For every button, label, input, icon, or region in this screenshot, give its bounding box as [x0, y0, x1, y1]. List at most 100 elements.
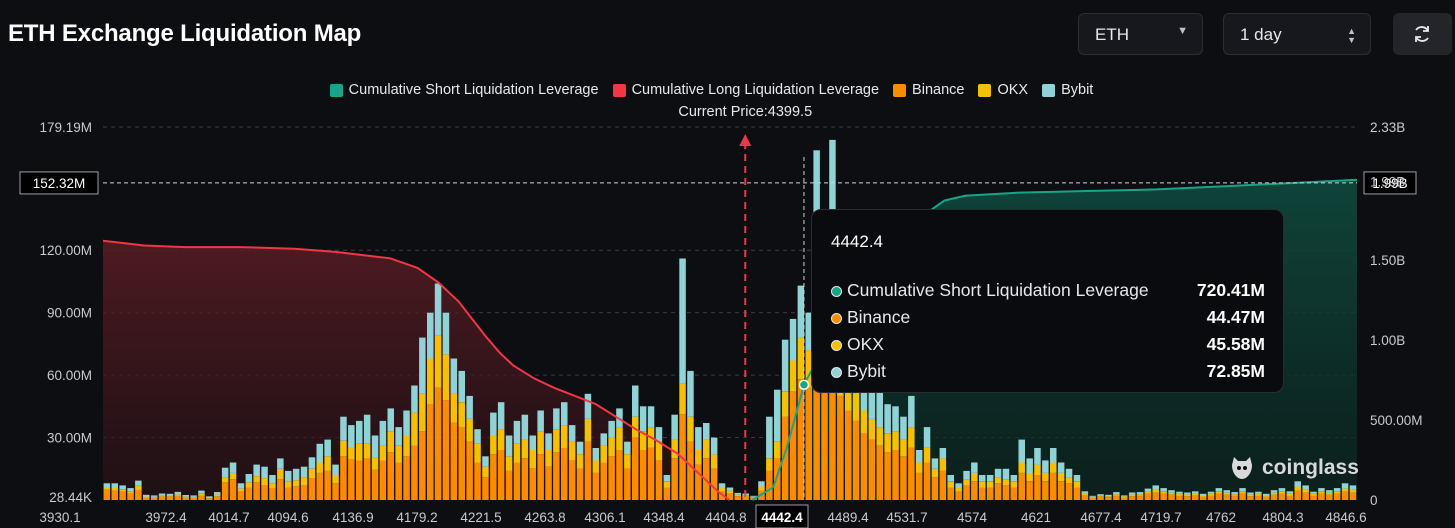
bar-binance	[482, 477, 489, 500]
bar-bybit	[986, 475, 994, 482]
bar-okx	[1160, 491, 1167, 494]
bar-binance	[852, 420, 860, 500]
bar-bybit	[1192, 491, 1199, 494]
bar-bybit	[450, 358, 458, 394]
y-right-tick-label: 1.00B	[1370, 333, 1405, 348]
bar-binance	[710, 468, 718, 500]
bar-binance	[1302, 492, 1309, 500]
bar-bybit	[411, 385, 418, 413]
tooltip: 4442.4 Cumulative Short Liquidation Leve…	[811, 209, 1284, 393]
legend-label: Bybit	[1061, 82, 1094, 98]
bar-bybit	[1270, 490, 1278, 493]
bar-bybit	[356, 420, 363, 444]
legend-item-okx[interactable]: OKX	[978, 82, 1028, 98]
bar-okx	[1247, 494, 1254, 497]
legend-item-bybit[interactable]: Bybit	[1042, 82, 1093, 98]
bar-okx	[1263, 495, 1270, 497]
bar-bybit	[892, 406, 899, 432]
bar-bybit	[766, 416, 773, 459]
bar-binance	[663, 487, 671, 500]
bar-bybit	[876, 385, 883, 428]
x-tick-label: 4348.4	[643, 510, 685, 525]
bar-binance	[718, 491, 726, 500]
bar-okx	[750, 496, 757, 498]
bar-binance	[356, 460, 363, 500]
bar-okx	[253, 476, 260, 483]
coinglass-watermark: coinglass	[1228, 453, 1359, 483]
bar-okx	[482, 466, 489, 478]
legend-label: Cumulative Short Liquidation Leverage	[348, 82, 599, 98]
bar-binance	[1341, 491, 1349, 500]
bar-binance	[1152, 492, 1159, 500]
bar-okx	[537, 431, 544, 455]
bar-okx	[687, 416, 694, 442]
bar-bybit	[198, 490, 205, 494]
x-crosshair-label-box	[755, 504, 809, 528]
bar-binance	[474, 462, 481, 500]
bar-okx	[474, 443, 481, 463]
y-right-tick-label: 500.00M	[1370, 413, 1423, 428]
tooltip-dot	[831, 313, 842, 324]
bar-okx	[1168, 492, 1175, 495]
bar-bybit	[1223, 490, 1230, 493]
bar-okx	[1302, 489, 1309, 493]
bar-bybit	[608, 420, 615, 438]
refresh-button[interactable]	[1393, 13, 1452, 55]
bar-binance	[797, 379, 805, 500]
bar-binance	[221, 482, 229, 500]
legend-swatch	[329, 83, 343, 97]
bar-bybit	[805, 312, 812, 351]
bar-okx	[939, 458, 947, 471]
bar-binance	[994, 483, 1002, 500]
bar-bybit	[1247, 492, 1254, 495]
bar-binance	[458, 427, 465, 500]
bar-binance	[135, 490, 142, 500]
crosshair-point	[798, 379, 810, 390]
bar-binance	[1057, 481, 1065, 500]
bar-bybit	[1310, 491, 1317, 494]
bar-binance	[1184, 496, 1191, 500]
coin-select[interactable]: ETH ▼	[1078, 13, 1203, 55]
legend-item-short[interactable]: Cumulative Short Liquidation Leverage	[329, 82, 599, 98]
bar-binance	[324, 470, 331, 500]
bar-binance	[1097, 496, 1104, 500]
bar-binance	[434, 387, 442, 500]
bar-okx	[679, 383, 686, 415]
bar-binance	[639, 450, 647, 500]
bar-bybit	[884, 404, 891, 434]
x-tick-label: 4804.3	[1262, 510, 1303, 525]
bar-okx	[1050, 462, 1057, 473]
tooltip-label: Bybit	[847, 361, 886, 381]
tooltip-value: 720.41M	[1196, 280, 1265, 300]
bar-bybit	[466, 395, 473, 419]
legend-item-long[interactable]: Cumulative Long Liquidation Leverage	[612, 82, 879, 98]
bar-bybit	[1042, 460, 1049, 473]
bar-bybit	[1018, 439, 1025, 463]
bar-bybit	[490, 412, 497, 436]
bar-okx	[221, 477, 229, 483]
bar-binance	[1073, 487, 1081, 500]
x-tick-label: 4621	[1021, 510, 1051, 525]
legend-item-binance[interactable]: Binance	[893, 82, 964, 98]
bar-bybit	[529, 435, 536, 451]
bar-okx	[403, 435, 410, 457]
bar-okx	[979, 481, 986, 488]
bar-binance	[182, 497, 189, 500]
bar-okx	[671, 439, 678, 459]
bar-okx	[1231, 494, 1238, 496]
bar-bybit	[1152, 485, 1159, 490]
bar-bybit	[427, 312, 434, 359]
bar-binance	[490, 454, 497, 500]
page-title: ETH Exchange Liquidation Map	[8, 20, 362, 47]
bar-binance	[497, 450, 505, 500]
bar-binance	[1310, 495, 1317, 500]
chevron-down-icon: ▼	[1177, 25, 1188, 37]
bar-okx	[1333, 491, 1341, 494]
bar-bybit	[1081, 491, 1089, 494]
tooltip-price: 4442.4	[831, 232, 883, 251]
range-select[interactable]: 1 day ▲ ▼	[1223, 13, 1371, 55]
bar-okx	[1128, 494, 1136, 497]
bar-binance	[821, 379, 828, 500]
bar-bybit	[1089, 495, 1096, 497]
bar-binance	[774, 458, 781, 500]
